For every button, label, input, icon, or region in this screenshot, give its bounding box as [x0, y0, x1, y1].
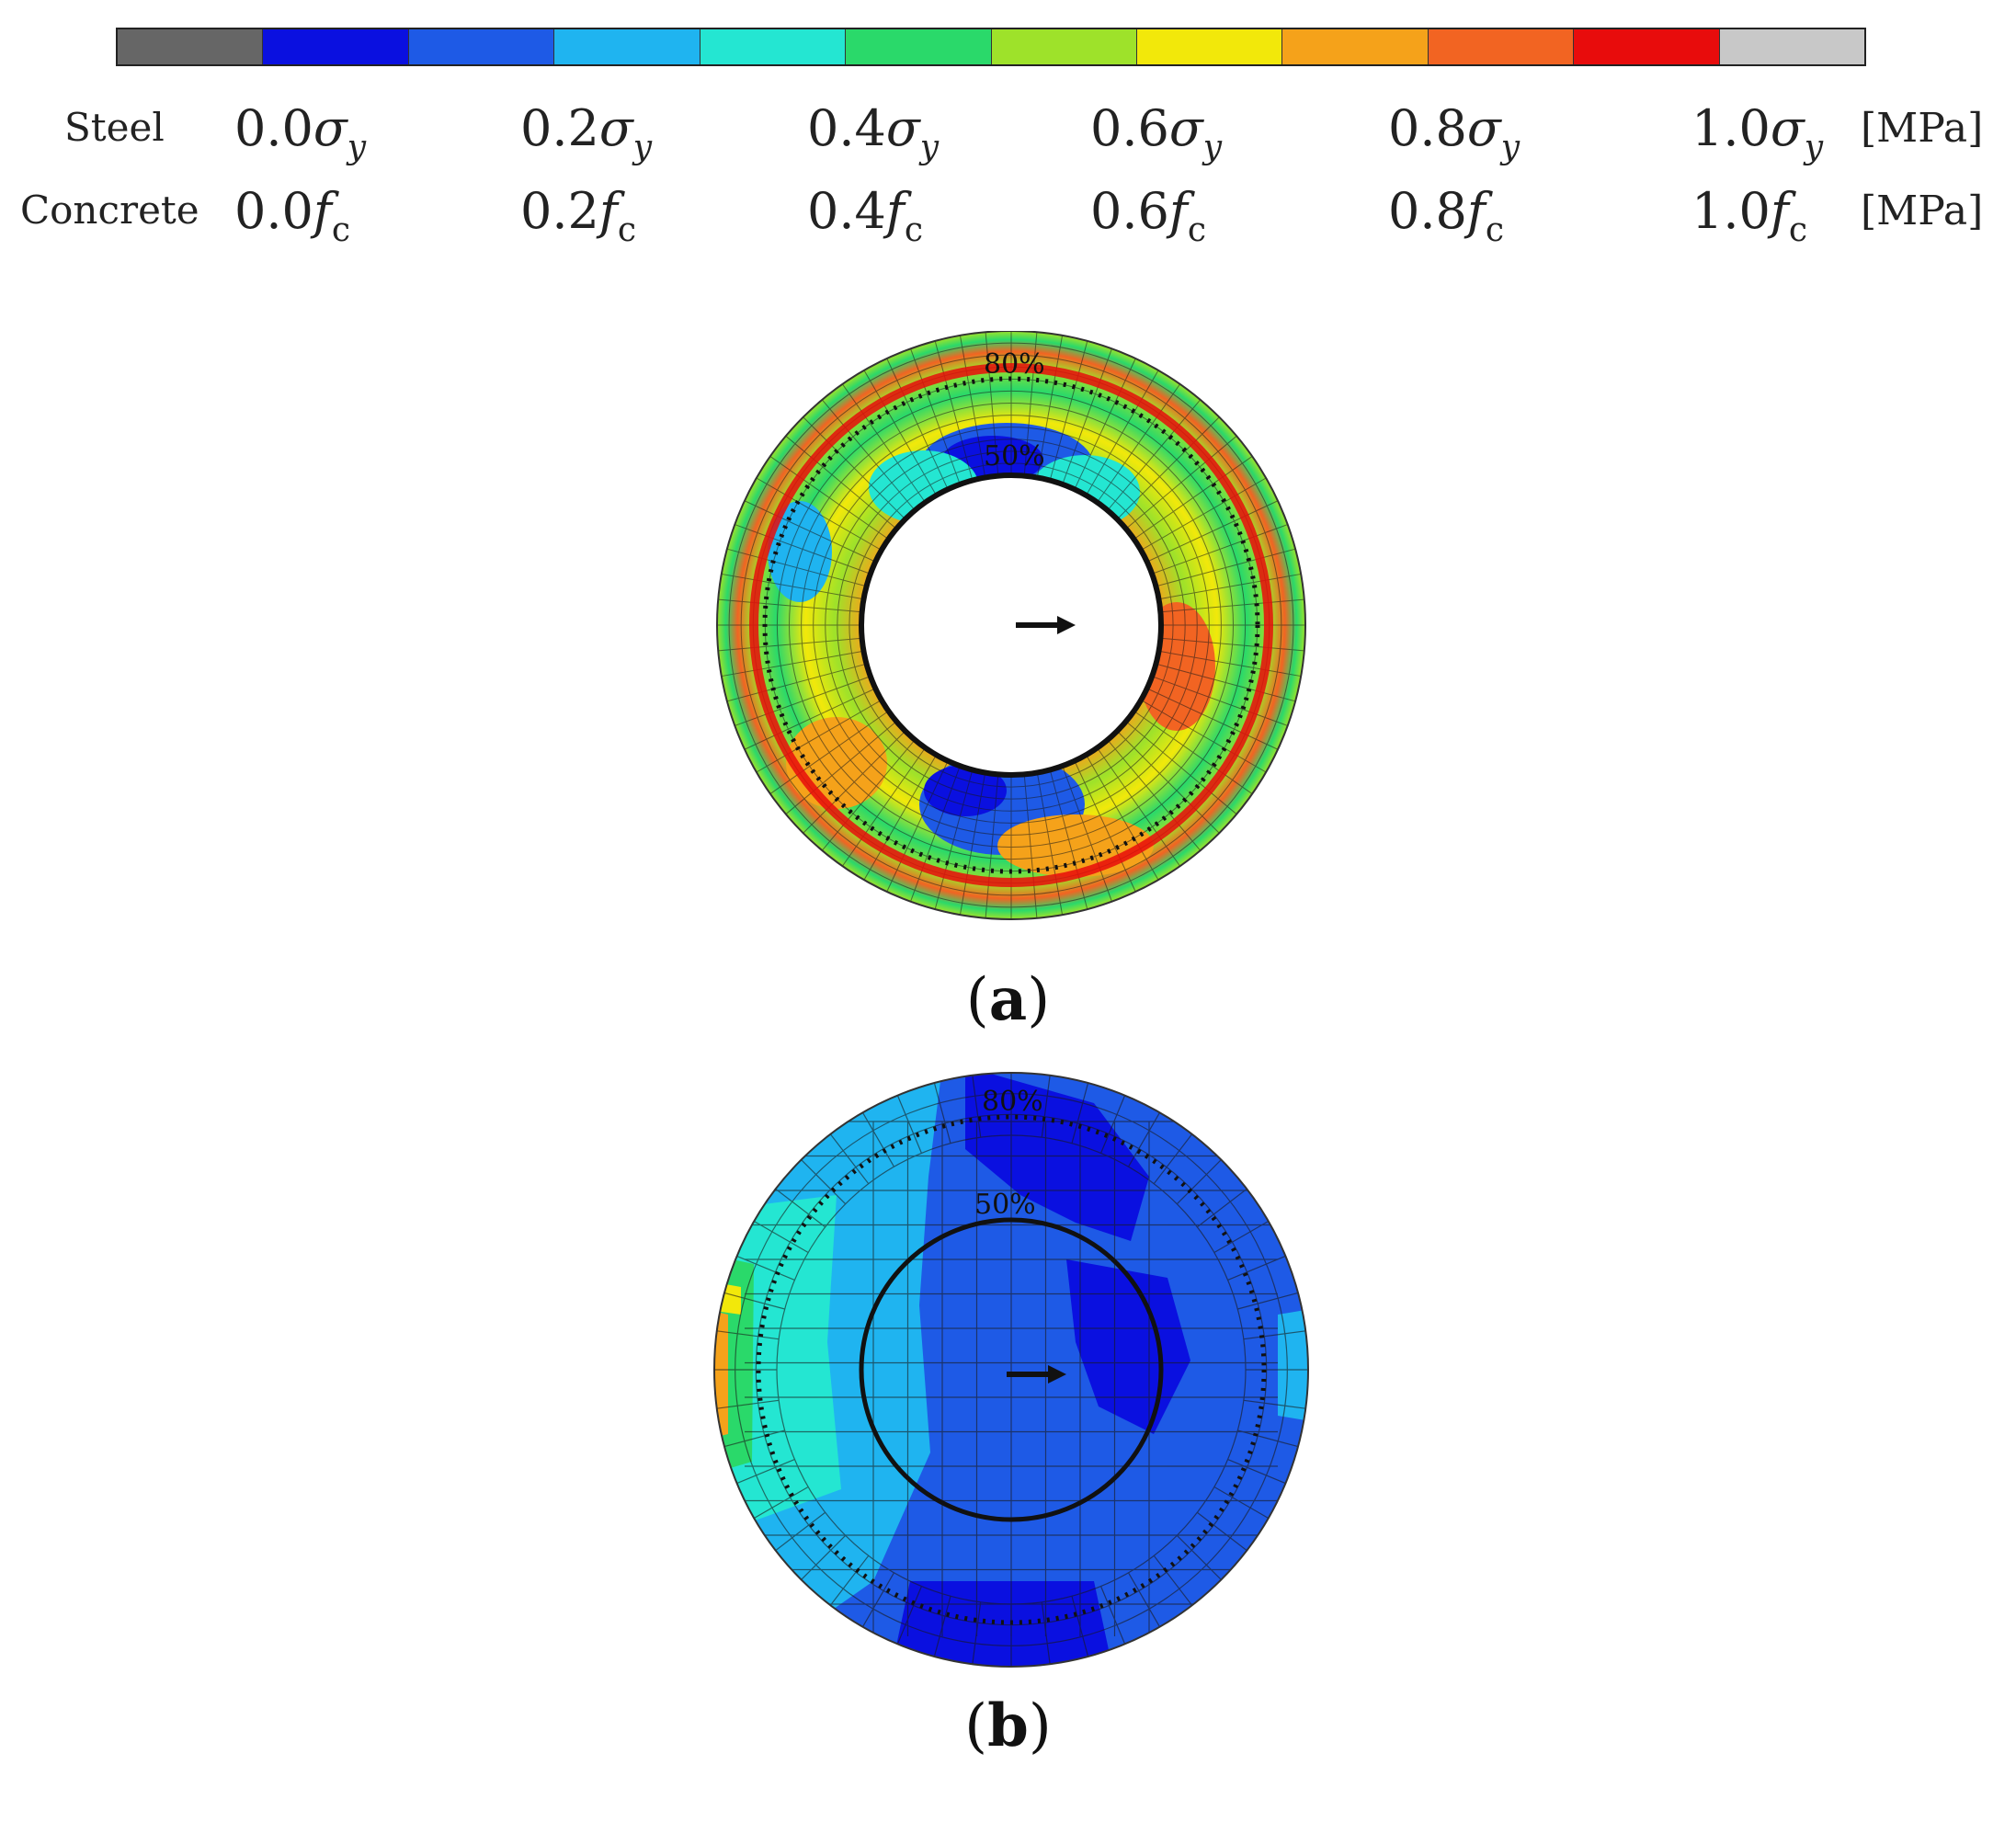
legend-concrete-value: 0.2fc [520, 182, 637, 249]
legend-concrete-label: Concrete [20, 188, 199, 233]
legend-steel-value: 1.0σy [1691, 99, 1824, 166]
legend-row-steel: Steel 0.0σy 0.2σy 0.4σy 0.6σy 0.8σy 1.0σ… [0, 99, 2016, 166]
panel-a-outline [716, 331, 1306, 920]
legend-steel-label: Steel [64, 105, 165, 150]
panel-b-zone-bottom-min [883, 1581, 1122, 1667]
panel-a-50-percent-label: 50% [984, 440, 1045, 473]
legend-steel-value: 0.8σy [1388, 99, 1521, 166]
panel-b-svg: 80% 50% [713, 1072, 1309, 1668]
panel-a-80-percent-ring [762, 376, 1260, 874]
legend-steel-unit: [MPa] [1861, 105, 1984, 152]
legend-color-swatch [1428, 29, 1575, 64]
panel-b-zone-right-edge [1278, 1305, 1308, 1425]
panel-b-50-percent-label: 50% [974, 1189, 1036, 1221]
panel-b-80-percent-ring [756, 1114, 1267, 1625]
legend-concrete-value: 0.0fc [234, 182, 351, 249]
panel-b-caption: (b) [964, 1691, 1052, 1760]
panel-b-50-percent-ring [859, 1217, 1164, 1522]
panel-a-caption: (a) [965, 965, 1051, 1034]
legend-color-swatch [700, 29, 847, 64]
panel-b-outline [713, 1072, 1309, 1668]
panel-a-min-stress-bottom [924, 765, 1007, 816]
legend-concrete-value: 0.8fc [1388, 182, 1505, 249]
legend-steel-value: 0.4σy [807, 99, 940, 166]
panel-a-steel-ring [749, 363, 1273, 887]
legend-color-swatch [1574, 29, 1720, 64]
panel-b-80-percent-label: 80% [982, 1086, 1043, 1118]
panel-b-contour: 80% 50% [689, 1066, 1333, 1691]
legend-row-concrete: Concrete 0.0fc 0.2fc 0.4fc 0.6fc 0.8fc 1… [0, 182, 2016, 249]
legend-color-swatch [1719, 29, 1865, 64]
panel-a-50-percent-ring [859, 473, 1164, 778]
legend-color-swatch [991, 29, 1137, 64]
panel-a-80-percent-label: 80% [984, 348, 1045, 381]
panel-b-arrow-icon [1007, 1365, 1066, 1384]
legend-color-swatch [118, 29, 264, 64]
panel-a-svg: 80% 50% [716, 331, 1306, 920]
panel-a-arrow-icon [1016, 616, 1076, 634]
panel-b-zone-max [714, 1305, 728, 1443]
legend-concrete-value: 0.4fc [807, 182, 924, 249]
legend-color-swatch [1282, 29, 1429, 64]
legend-steel-value: 0.6σy [1090, 99, 1223, 166]
legend-color-swatch [1136, 29, 1283, 64]
legend-colorbar [116, 28, 1866, 66]
legend-color-swatch [554, 29, 700, 64]
legend-steel-value: 0.2σy [520, 99, 653, 166]
legend-color-swatch [846, 29, 992, 64]
legend-color-swatch [263, 29, 409, 64]
legend-color-swatch [408, 29, 555, 64]
panel-a-contour: 80% 50% [689, 331, 1333, 956]
legend-concrete-value: 1.0fc [1691, 182, 1808, 249]
legend-concrete-unit: [MPa] [1861, 188, 1984, 234]
legend-concrete-value: 0.6fc [1090, 182, 1207, 249]
legend-steel-value: 0.0σy [234, 99, 367, 166]
panel-b-mesh [714, 1073, 1308, 1667]
